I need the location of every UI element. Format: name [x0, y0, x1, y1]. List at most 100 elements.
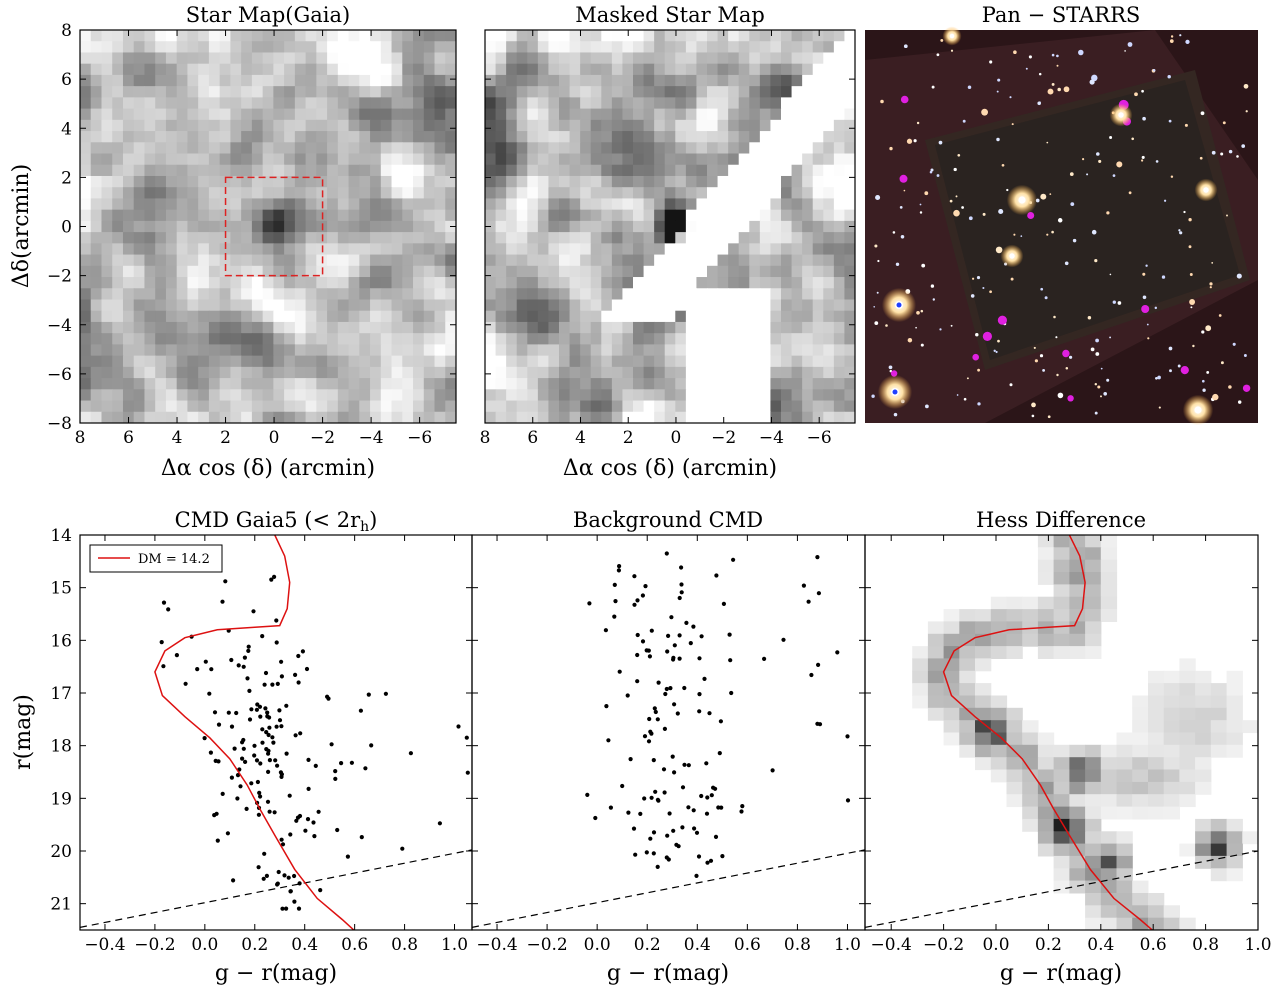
heatmap-cell: [251, 142, 264, 155]
heatmap-cell: [812, 164, 824, 177]
heatmap-cell: [833, 131, 846, 143]
heatmap-cell: [284, 265, 296, 278]
heatmap-cell: [844, 310, 855, 323]
heatmap-cell: [294, 131, 307, 143]
heatmap-cell: [675, 142, 687, 155]
heatmap-cell: [413, 265, 425, 278]
data-point: [816, 591, 822, 596]
heatmap-cell: [413, 119, 425, 132]
star: [1179, 231, 1183, 235]
heatmap-cell: [685, 366, 698, 379]
heatmap-cell: [812, 198, 824, 211]
heatmap-cell: [833, 41, 846, 54]
heatmap-cell: [601, 299, 613, 312]
heatmap-cell: [423, 288, 436, 301]
heatmap-cell: [1069, 831, 1086, 845]
heatmap-cell: [112, 142, 124, 155]
heatmap-cell: [844, 175, 855, 188]
heatmap-cell: [380, 310, 393, 323]
heatmap-cell: [569, 321, 581, 334]
axes-frame: [79, 534, 473, 931]
heatmap-cell: [844, 52, 855, 65]
heatmap-cell: [359, 299, 371, 312]
heatmap-cell: [749, 131, 761, 143]
heatmap-cell: [717, 232, 729, 244]
heatmap-cell: [527, 232, 539, 244]
data-point: [663, 691, 668, 697]
data-point: [648, 729, 653, 734]
heatmap-cell: [685, 400, 698, 413]
star: [1170, 175, 1174, 178]
heatmap-cell: [675, 411, 687, 423]
heatmap-cell: [1006, 769, 1023, 783]
heatmap-cell: [590, 187, 602, 200]
heatmap-cell: [413, 97, 425, 110]
heatmap-cell: [187, 232, 199, 244]
heatmap-cell: [664, 321, 676, 334]
heatmap-cell: [485, 41, 497, 54]
heatmap-cell: [611, 389, 624, 402]
heatmap-cell: [101, 153, 113, 166]
heatmap-cell: [959, 695, 976, 709]
heatmap-cell: [165, 277, 178, 289]
heatmap-cell: [654, 378, 666, 390]
heatmap-cell: [1116, 880, 1133, 894]
heatmap-cell: [833, 344, 846, 357]
heatmap-cell: [359, 344, 371, 357]
heatmap-cell: [548, 108, 560, 121]
heatmap-cell: [445, 310, 456, 323]
heatmap-cell: [445, 97, 456, 110]
heatmap-cell: [749, 344, 761, 357]
heatmap-cell: [80, 299, 92, 312]
heatmap-cell: [176, 153, 189, 166]
data-point: [267, 809, 272, 814]
heatmap-cell: [802, 378, 814, 390]
heatmap-cell: [812, 63, 824, 76]
heatmap-cell: [391, 30, 403, 42]
heatmap-cell: [506, 220, 518, 233]
heatmap-cell: [337, 277, 350, 289]
heatmap-cell: [122, 131, 135, 143]
x-tick-label: 4: [172, 428, 183, 448]
heatmap-cell: [1116, 905, 1133, 919]
star: [895, 262, 900, 266]
heatmap-cell: [654, 400, 666, 413]
heatmap-cell: [633, 175, 645, 188]
heatmap-cell: [402, 411, 414, 423]
data-point: [642, 796, 647, 801]
heatmap-cell: [611, 164, 624, 177]
heatmap-cell: [284, 74, 296, 87]
heatmap-cell: [559, 142, 571, 155]
data-point: [649, 628, 654, 633]
heatmap-cell: [685, 30, 698, 42]
heatmap-cell: [187, 220, 199, 233]
heatmap-cell: [685, 355, 698, 368]
heatmap-cell: [975, 757, 992, 771]
heatmap-cell: [569, 243, 581, 256]
heatmap-cell: [654, 97, 666, 110]
heatmap-cell: [1226, 843, 1243, 857]
heatmap-cell: [959, 621, 976, 635]
heatmap-cell: [144, 366, 156, 379]
heatmap-cell: [833, 119, 846, 132]
heatmap-cell: [611, 175, 624, 188]
star: [1057, 218, 1063, 223]
heatmap-cell: [434, 187, 446, 200]
heatmap-cell: [675, 108, 687, 121]
heatmap-cell: [1022, 757, 1039, 771]
star: [1100, 367, 1103, 370]
heatmap-cell: [495, 175, 507, 188]
heatmap-cell: [284, 310, 296, 323]
heatmap-cell: [654, 366, 666, 379]
heatmap-cell: [208, 209, 221, 222]
heatmap-cell: [485, 108, 497, 121]
heatmap-cell: [273, 41, 285, 54]
heatmap-cell: [537, 175, 550, 188]
heatmap-cell: [251, 52, 264, 65]
heatmap-cell: [601, 119, 613, 132]
heatmap-cell: [823, 86, 835, 98]
heatmap-cell: [833, 74, 846, 87]
heatmap-cell: [112, 187, 124, 200]
heatmap-cell: [198, 63, 210, 76]
heatmap-cell: [823, 411, 835, 423]
